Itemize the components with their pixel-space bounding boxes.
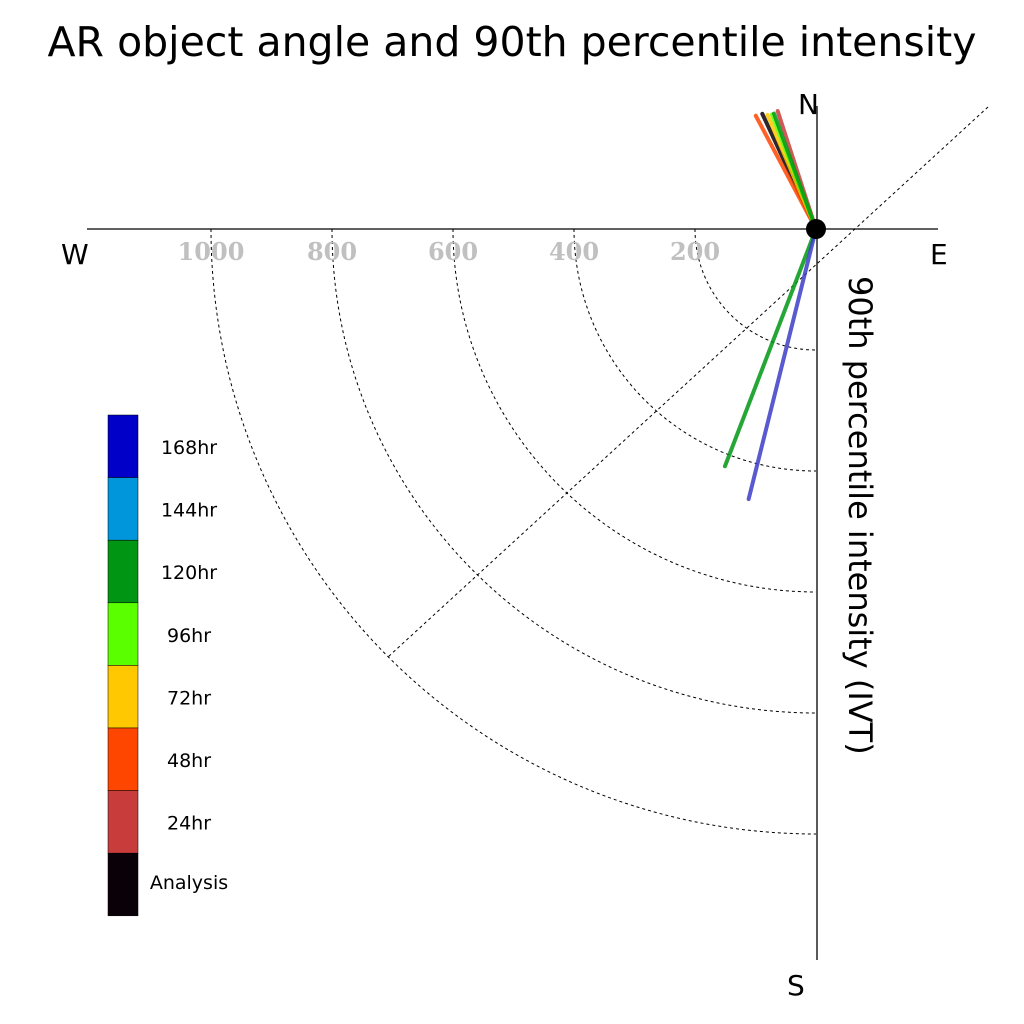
- tick-label-800: 800: [307, 237, 357, 266]
- legend-swatch-24hr: [107, 790, 139, 854]
- legend-label-analysis: Analysis: [150, 872, 228, 894]
- legend-swatch-144hr: [107, 477, 139, 541]
- north-label: N: [798, 88, 819, 121]
- legend: 168hr 144hr 120hr 96hr 72hr 48hr 24hr Analysis: [107, 414, 228, 917]
- ring-200: [694, 228, 817, 351]
- chart-title: AR object angle and 90th percentile inte…: [48, 18, 977, 66]
- legend-swatch-120hr: [107, 539, 139, 604]
- tick-label-400: 400: [549, 237, 599, 266]
- legend-label-120hr: 120hr: [161, 562, 217, 584]
- y-axis-label: 90th percentile intensity (IVT): [841, 276, 879, 755]
- ring-1000: [210, 228, 817, 835]
- legend-label-96hr: 96hr: [167, 625, 211, 647]
- series-line-120hr: [722, 227, 818, 469]
- tick-label-1000: 1000: [178, 237, 245, 266]
- legend-swatch-168hr: [107, 414, 139, 478]
- series-lines: [722, 109, 818, 502]
- ring-600: [452, 228, 817, 593]
- polar-grid: [210, 106, 989, 835]
- ring-800: [331, 228, 817, 714]
- legend-label-72hr: 72hr: [167, 687, 211, 709]
- ring-400: [573, 228, 817, 472]
- series-line-120hr: [771, 111, 818, 231]
- legend-label-144hr: 144hr: [161, 500, 217, 522]
- legend-swatch-96hr: [107, 602, 139, 666]
- ring-tick-labels: 200 400 600 800 1000: [178, 237, 720, 266]
- tick-label-200: 200: [670, 237, 720, 266]
- legend-swatch-48hr: [107, 727, 139, 791]
- legend-swatch-72hr: [107, 665, 139, 729]
- diagonal-guide: [387, 106, 989, 658]
- series-line-168hr: [746, 227, 818, 502]
- legend-label-24hr: 24hr: [167, 813, 211, 835]
- east-label: E: [930, 238, 948, 271]
- south-label: S: [787, 969, 805, 1002]
- legend-swatch-analysis: [107, 852, 139, 917]
- tick-label-600: 600: [428, 237, 478, 266]
- origin-marker: [806, 219, 826, 239]
- west-label: W: [61, 238, 89, 271]
- legend-label-48hr: 48hr: [167, 750, 211, 772]
- legend-label-168hr: 168hr: [161, 437, 217, 459]
